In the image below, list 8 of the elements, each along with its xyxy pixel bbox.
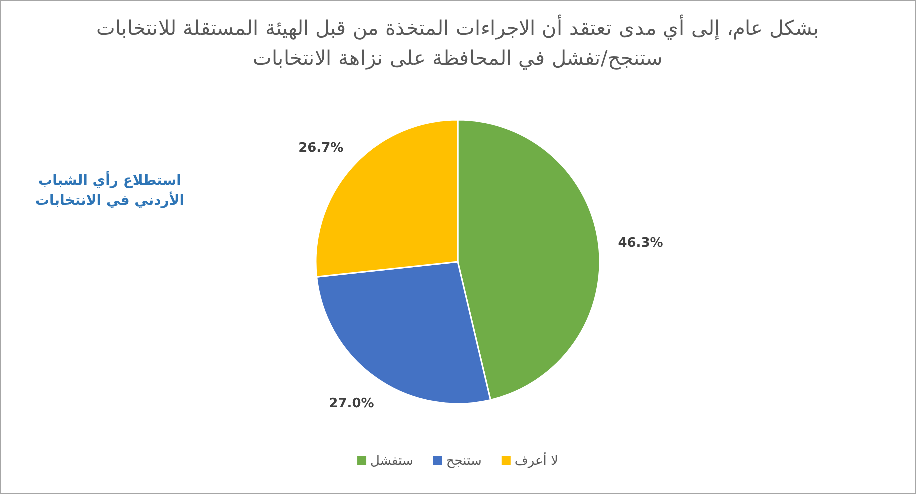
text: استطلاع رأي الشباب الأردني في الانتخابات: [35, 171, 185, 209]
legend-label: لا أعرف: [514, 452, 558, 469]
data-label: 26.7%: [298, 141, 344, 156]
legend-label: ستنجح: [446, 454, 482, 469]
data-label: 46.3%: [618, 236, 664, 252]
chart-title: بشكل عام، إلى أي مدى تعتقد أن الاجراءات المتخذة من قبل الهيئة المستقلة للانتخابات ستنجح/تفشل في المحافظة على نزاهة الانتخابات: [96, 14, 820, 70]
data-label: 27.0%: [329, 396, 374, 412]
legend-label: ستفشل: [370, 454, 414, 469]
